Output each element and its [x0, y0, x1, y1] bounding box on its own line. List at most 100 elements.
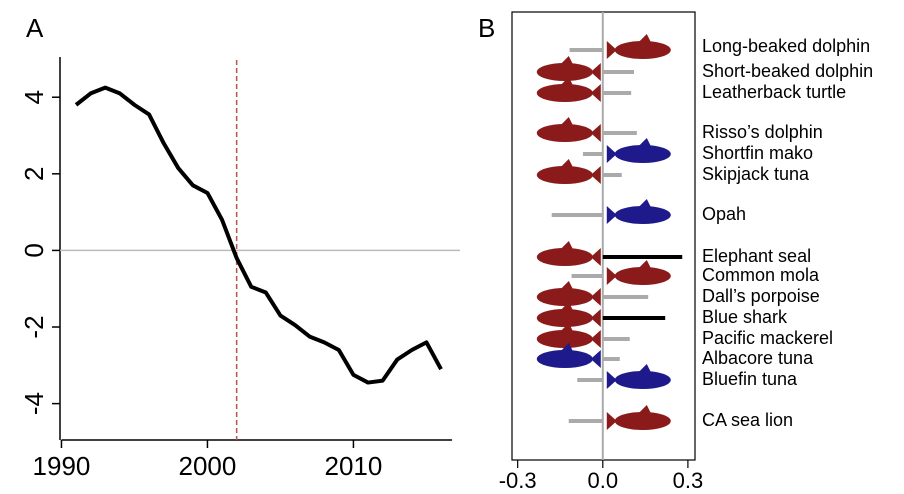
x-tick-label: 0.3 — [673, 468, 704, 493]
category-label: CA sea lion — [702, 410, 793, 430]
bar — [602, 357, 620, 361]
bar — [568, 419, 603, 423]
icon-fin — [560, 56, 573, 64]
category-label: Pacific mackerel — [702, 328, 833, 348]
icon-body — [536, 350, 593, 368]
icon-tail — [606, 206, 617, 224]
icon-fin — [638, 364, 651, 372]
category-label: Short-beaked dolphin — [702, 61, 873, 81]
bar — [602, 173, 622, 177]
species-icon — [606, 405, 671, 430]
category-label: Bluefin tuna — [702, 369, 798, 389]
icon-tail — [590, 124, 601, 142]
species-icon — [536, 343, 601, 368]
icon-fin — [560, 241, 573, 249]
icon-fin — [560, 281, 573, 289]
species-icon — [606, 138, 671, 163]
category-label: Blue shark — [702, 307, 788, 327]
icon-body — [536, 166, 593, 184]
icon-body — [614, 41, 671, 59]
bar — [577, 378, 603, 382]
icon-body — [614, 145, 671, 163]
bar — [582, 152, 603, 156]
icon-fin — [638, 138, 651, 146]
category-label: Long-beaked dolphin — [702, 36, 870, 56]
icon-fin — [560, 302, 573, 310]
data-line — [74, 85, 443, 385]
icon-tail — [590, 309, 601, 327]
bar — [602, 295, 649, 299]
icon-fin — [638, 34, 651, 42]
species-icon — [606, 34, 671, 59]
icon-tail — [590, 288, 601, 306]
panel-label: B — [478, 13, 495, 43]
icon-body — [536, 84, 593, 102]
species-icon — [536, 323, 601, 348]
bar — [569, 48, 603, 52]
category-label: Dall’s porpoise — [702, 286, 820, 306]
category-label: Elephant seal — [702, 246, 811, 266]
category-label: Leatherback turtle — [702, 82, 846, 102]
species-icon — [536, 241, 601, 266]
icon-body — [536, 330, 593, 348]
species-icon — [536, 281, 601, 306]
icon-tail — [590, 248, 601, 266]
bar — [602, 131, 637, 135]
species-icon — [606, 199, 671, 224]
icon-tail — [590, 350, 601, 368]
x-tick-label: 2000 — [179, 451, 237, 481]
icon-fin — [560, 159, 573, 167]
species-icon — [536, 56, 601, 81]
icon-tail — [590, 63, 601, 81]
bar — [602, 91, 632, 95]
icon-tail — [590, 166, 601, 184]
icon-fin — [560, 117, 573, 125]
icon-body — [614, 267, 671, 285]
icon-fin — [560, 77, 573, 85]
icon-tail — [606, 412, 617, 430]
bar — [602, 70, 634, 74]
icon-fin — [638, 260, 651, 268]
icon-body — [536, 309, 593, 327]
species-icon — [536, 77, 601, 102]
x-tick-label: 2010 — [325, 451, 383, 481]
icon-body — [536, 248, 593, 266]
icon-body — [536, 63, 593, 81]
icon-body — [614, 206, 671, 224]
bar — [602, 337, 630, 341]
bar — [602, 316, 666, 320]
icon-body — [536, 288, 593, 306]
y-tick-label: -4 — [19, 392, 49, 415]
category-label: Albacore tuna — [702, 348, 814, 368]
icon-tail — [606, 41, 617, 59]
bar — [602, 255, 683, 259]
icon-tail — [590, 330, 601, 348]
bar — [571, 274, 603, 278]
category-label: Common mola — [702, 265, 820, 285]
icon-tail — [606, 145, 617, 163]
species-icon — [536, 302, 601, 327]
bar — [551, 213, 603, 217]
icon-fin — [638, 199, 651, 207]
species-icon — [606, 364, 671, 389]
y-tick-label: -2 — [19, 315, 49, 338]
icon-body — [536, 124, 593, 142]
category-label: Opah — [702, 204, 746, 224]
icon-body — [614, 371, 671, 389]
species-icon — [606, 260, 671, 285]
category-label: Risso’s dolphin — [702, 122, 823, 142]
icon-fin — [638, 405, 651, 413]
x-tick-label: -0.3 — [499, 468, 537, 493]
species-icon — [536, 117, 601, 142]
species-icon — [536, 159, 601, 184]
icon-tail — [590, 84, 601, 102]
icon-fin — [560, 323, 573, 331]
icon-tail — [606, 267, 617, 285]
category-label: Skipjack tuna — [702, 164, 810, 184]
y-tick-label: 2 — [19, 167, 49, 181]
icon-body — [614, 412, 671, 430]
x-tick-label: 0.0 — [587, 468, 618, 493]
icon-fin — [560, 343, 573, 351]
category-label: Shortfin mako — [702, 143, 813, 163]
